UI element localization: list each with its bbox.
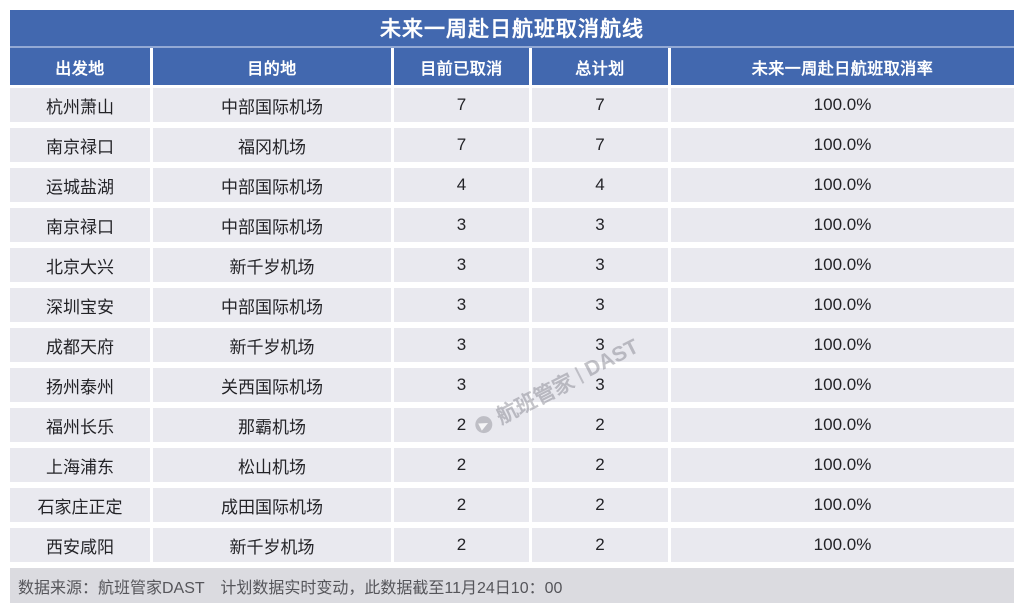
cell-destination: 关西国际机场 xyxy=(153,368,391,402)
cell-planned: 7 xyxy=(532,88,668,122)
cell-destination: 新千岁机场 xyxy=(153,328,391,362)
cell-planned: 2 xyxy=(532,528,668,562)
cell-destination: 中部国际机场 xyxy=(153,168,391,202)
cell-destination: 那霸机场 xyxy=(153,408,391,442)
cell-rate: 100.0% xyxy=(671,208,1014,242)
cell-origin: 成都天府 xyxy=(10,328,150,362)
cell-planned: 3 xyxy=(532,288,668,322)
header-cancelled: 目前已取消 xyxy=(394,48,529,85)
cell-cancelled: 2 xyxy=(394,488,529,522)
cell-cancelled: 3 xyxy=(394,248,529,282)
cell-cancelled: 3 xyxy=(394,208,529,242)
cell-rate: 100.0% xyxy=(671,128,1014,162)
table-row: 成都天府 新千岁机场 3 3 100.0% xyxy=(10,328,1014,362)
table-row: 南京禄口 福冈机场 7 7 100.0% xyxy=(10,128,1014,162)
table-row: 西安咸阳 新千岁机场 2 2 100.0% xyxy=(10,528,1014,562)
table-row: 南京禄口 中部国际机场 3 3 100.0% xyxy=(10,208,1014,242)
cell-origin: 扬州泰州 xyxy=(10,368,150,402)
cell-destination: 松山机场 xyxy=(153,448,391,482)
cell-planned: 2 xyxy=(532,488,668,522)
table-row: 福州长乐 那霸机场 2 2 100.0% xyxy=(10,408,1014,442)
cell-origin: 杭州萧山 xyxy=(10,88,150,122)
cell-destination: 福冈机场 xyxy=(153,128,391,162)
cell-rate: 100.0% xyxy=(671,408,1014,442)
cell-origin: 石家庄正定 xyxy=(10,488,150,522)
cell-cancelled: 4 xyxy=(394,168,529,202)
cell-rate: 100.0% xyxy=(671,168,1014,202)
table-row: 运城盐湖 中部国际机场 4 4 100.0% xyxy=(10,168,1014,202)
cell-origin: 上海浦东 xyxy=(10,448,150,482)
cell-destination: 新千岁机场 xyxy=(153,248,391,282)
cell-cancelled: 3 xyxy=(394,368,529,402)
cell-rate: 100.0% xyxy=(671,368,1014,402)
header-cancel-rate: 未来一周赴日航班取消率 xyxy=(671,48,1014,85)
cell-origin: 福州长乐 xyxy=(10,408,150,442)
table-title: 未来一周赴日航班取消航线 xyxy=(10,10,1014,46)
cell-planned: 4 xyxy=(532,168,668,202)
table-row: 杭州萧山 中部国际机场 7 7 100.0% xyxy=(10,88,1014,122)
table-row: 扬州泰州 关西国际机场 3 3 100.0% xyxy=(10,368,1014,402)
cell-rate: 100.0% xyxy=(671,448,1014,482)
cell-origin: 深圳宝安 xyxy=(10,288,150,322)
cell-rate: 100.0% xyxy=(671,288,1014,322)
table-row: 上海浦东 松山机场 2 2 100.0% xyxy=(10,448,1014,482)
header-planned: 总计划 xyxy=(532,48,668,85)
cell-cancelled: 2 xyxy=(394,448,529,482)
cell-destination: 新千岁机场 xyxy=(153,528,391,562)
cell-origin: 运城盐湖 xyxy=(10,168,150,202)
table-row: 深圳宝安 中部国际机场 3 3 100.0% xyxy=(10,288,1014,322)
cell-rate: 100.0% xyxy=(671,248,1014,282)
cell-rate: 100.0% xyxy=(671,88,1014,122)
title-divider xyxy=(10,46,1014,48)
table-row: 北京大兴 新千岁机场 3 3 100.0% xyxy=(10,248,1014,282)
cell-cancelled: 2 xyxy=(394,408,529,442)
cell-destination: 成田国际机场 xyxy=(153,488,391,522)
cell-destination: 中部国际机场 xyxy=(153,208,391,242)
cell-cancelled: 7 xyxy=(394,88,529,122)
table-header-row: 出发地 目的地 目前已取消 总计划 未来一周赴日航班取消率 xyxy=(10,48,1014,85)
cell-cancelled: 3 xyxy=(394,328,529,362)
header-destination: 目的地 xyxy=(153,48,391,85)
cell-planned: 2 xyxy=(532,408,668,442)
cell-planned: 2 xyxy=(532,448,668,482)
cell-cancelled: 7 xyxy=(394,128,529,162)
cell-destination: 中部国际机场 xyxy=(153,288,391,322)
cell-cancelled: 3 xyxy=(394,288,529,322)
cell-origin: 南京禄口 xyxy=(10,208,150,242)
header-origin: 出发地 xyxy=(10,48,150,85)
cell-origin: 西安咸阳 xyxy=(10,528,150,562)
cell-planned: 3 xyxy=(532,328,668,362)
cell-planned: 3 xyxy=(532,248,668,282)
cell-origin: 北京大兴 xyxy=(10,248,150,282)
cell-origin: 南京禄口 xyxy=(10,128,150,162)
table-row: 石家庄正定 成田国际机场 2 2 100.0% xyxy=(10,488,1014,522)
table-body: 杭州萧山 中部国际机场 7 7 100.0% 南京禄口 福冈机场 7 7 100.0% 运城盐湖 中部… xyxy=(10,88,1014,562)
data-source-note: 数据来源：航班管家DAST 计划数据实时变动，此数据截至11月24日10：00 xyxy=(10,568,1014,603)
cell-rate: 100.0% xyxy=(671,488,1014,522)
cell-destination: 中部国际机场 xyxy=(153,88,391,122)
cell-planned: 3 xyxy=(532,208,668,242)
cell-rate: 100.0% xyxy=(671,528,1014,562)
cell-rate: 100.0% xyxy=(671,328,1014,362)
cell-cancelled: 2 xyxy=(394,528,529,562)
cell-planned: 7 xyxy=(532,128,668,162)
cancellation-table: 未来一周赴日航班取消航线 出发地 目的地 目前已取消 总计划 未来一周赴日航班取… xyxy=(10,10,1014,603)
cell-planned: 3 xyxy=(532,368,668,402)
